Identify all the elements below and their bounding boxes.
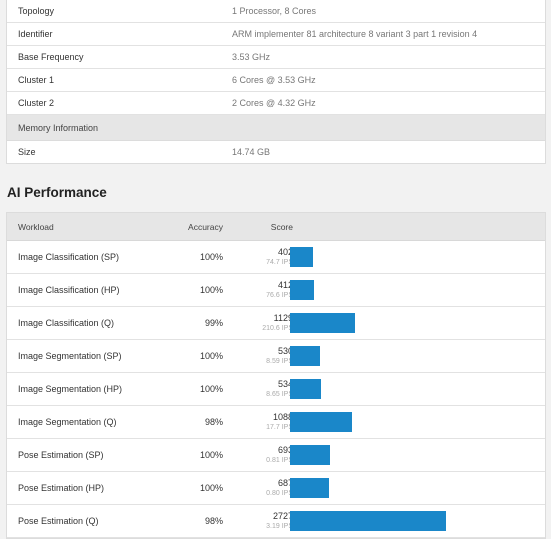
score-value: 2727 <box>272 511 293 521</box>
score-bar <box>290 346 320 366</box>
score-bar <box>290 379 321 399</box>
table-row: Image Segmentation (HP) 100% 534 8.65 IPS <box>7 373 545 406</box>
score-value: 530 <box>277 346 293 356</box>
score-bar-track <box>290 313 540 333</box>
workload-name: Pose Estimation (HP) <box>18 483 105 493</box>
score-cell: 534 8.65 IPS <box>223 379 293 399</box>
system-info-table: Topology 1 Processor, 8 Cores Identifier… <box>6 0 546 164</box>
score-cell: 1088 17.7 IPS <box>223 412 293 432</box>
table-row: Image Classification (Q) 99% 1129 210.6 IPS <box>7 307 545 340</box>
workload-name: Image Segmentation (SP) <box>18 351 122 361</box>
score-bar-track <box>290 379 540 399</box>
ips-value: 17.7 IPS <box>266 424 293 431</box>
score-bar <box>290 280 314 300</box>
table-row: Image Classification (HP) 100% 412 76.6 IPS <box>7 274 545 307</box>
info-row-cluster-1: Cluster 1 6 Cores @ 3.53 GHz <box>7 69 545 92</box>
workload-name: Image Classification (SP) <box>18 252 120 262</box>
info-row-cluster-2: Cluster 2 2 Cores @ 4.32 GHz <box>7 92 545 115</box>
info-label: Cluster 2 <box>18 98 55 108</box>
workload-name: Pose Estimation (Q) <box>18 516 99 526</box>
table-row: Pose Estimation (HP) 100% 687 0.80 IPS <box>7 472 545 505</box>
info-row-memory-size: Size 14.74 GB <box>7 141 545 163</box>
score-bar <box>290 412 352 432</box>
score-cell: 412 76.6 IPS <box>223 280 293 300</box>
score-bar-track <box>290 478 540 498</box>
info-value: 14.74 GB <box>232 147 271 157</box>
score-value: 687 <box>277 478 293 488</box>
workload-name: Image Segmentation (HP) <box>18 384 123 394</box>
ips-value: 8.59 IPS <box>266 358 293 365</box>
score-bar-track <box>290 280 540 300</box>
accuracy-value: 98% <box>204 417 223 427</box>
accuracy-value: 100% <box>199 285 223 295</box>
score-value: 402 <box>277 247 293 257</box>
ips-value: 3.19 IPS <box>266 523 293 530</box>
accuracy-value: 100% <box>199 450 223 460</box>
table-header: Workload Accuracy Score <box>7 213 545 241</box>
workload-name: Image Segmentation (Q) <box>18 417 117 427</box>
info-label: Identifier <box>18 29 53 39</box>
table-row: Image Segmentation (Q) 98% 1088 17.7 IPS <box>7 406 545 439</box>
accuracy-value: 98% <box>204 516 223 526</box>
score-value: 534 <box>277 379 293 389</box>
accuracy-value: 100% <box>199 384 223 394</box>
table-row: Pose Estimation (SP) 100% 693 0.81 IPS <box>7 439 545 472</box>
table-row: Pose Estimation (Q) 98% 2727 3.19 IPS <box>7 505 545 538</box>
score-cell: 530 8.59 IPS <box>223 346 293 366</box>
info-label: Base Frequency <box>18 52 84 62</box>
workload-name: Image Classification (HP) <box>18 285 120 295</box>
score-bar-track <box>290 445 540 465</box>
info-value: ARM implementer 81 architecture 8 varian… <box>232 29 478 39</box>
info-row-identifier: Identifier ARM implementer 81 architectu… <box>7 23 545 46</box>
score-cell: 402 74.7 IPS <box>223 247 293 267</box>
ips-value: 210.6 IPS <box>262 325 293 332</box>
info-row-base-frequency: Base Frequency 3.53 GHz <box>7 46 545 69</box>
workload-name: Image Classification (Q) <box>18 318 115 328</box>
memory-section-header: Memory Information <box>7 115 545 141</box>
score-bar-track <box>290 346 540 366</box>
score-bar <box>290 445 330 465</box>
ips-value: 74.7 IPS <box>266 259 293 266</box>
score-bar-track <box>290 412 540 432</box>
accuracy-value: 100% <box>199 351 223 361</box>
table-row: Image Segmentation (SP) 100% 530 8.59 IPS <box>7 340 545 373</box>
score-bar <box>290 478 329 498</box>
info-value: 1 Processor, 8 Cores <box>232 6 317 16</box>
score-bar <box>290 313 355 333</box>
ips-value: 0.80 IPS <box>266 490 293 497</box>
accuracy-value: 99% <box>204 318 223 328</box>
info-value: 3.53 GHz <box>232 52 271 62</box>
score-cell: 687 0.80 IPS <box>223 478 293 498</box>
ips-value: 76.6 IPS <box>266 292 293 299</box>
ai-performance-title: AI Performance <box>7 185 107 200</box>
score-cell: 1129 210.6 IPS <box>223 313 293 333</box>
header-score: Score <box>270 221 293 232</box>
info-label: Size <box>18 147 36 157</box>
score-cell: 693 0.81 IPS <box>223 445 293 465</box>
header-workload: Workload <box>18 221 54 232</box>
score-value: 1088 <box>272 412 293 422</box>
ai-performance-table: Workload Accuracy Score Image Classifica… <box>6 212 546 539</box>
score-value: 412 <box>277 280 293 290</box>
table-row: Image Classification (SP) 100% 402 74.7 IPS <box>7 241 545 274</box>
accuracy-value: 100% <box>199 252 223 262</box>
ips-value: 8.65 IPS <box>266 391 293 398</box>
workload-name: Pose Estimation (SP) <box>18 450 104 460</box>
info-row-topology: Topology 1 Processor, 8 Cores <box>7 0 545 23</box>
header-accuracy: Accuracy <box>188 221 223 232</box>
info-label: Cluster 1 <box>18 75 55 85</box>
score-cell: 2727 3.19 IPS <box>223 511 293 531</box>
accuracy-value: 100% <box>199 483 223 493</box>
score-bar-track <box>290 247 540 267</box>
score-bar <box>290 511 446 531</box>
score-bar <box>290 247 313 267</box>
score-value: 1129 <box>273 313 293 323</box>
score-value: 693 <box>277 445 293 455</box>
info-value: 2 Cores @ 4.32 GHz <box>232 98 316 108</box>
info-value: 6 Cores @ 3.53 GHz <box>232 75 316 85</box>
ips-value: 0.81 IPS <box>266 457 293 464</box>
table-body: Image Classification (SP) 100% 402 74.7 IPS… <box>7 241 545 538</box>
info-label: Topology <box>18 6 55 16</box>
score-bar-track <box>290 511 540 531</box>
